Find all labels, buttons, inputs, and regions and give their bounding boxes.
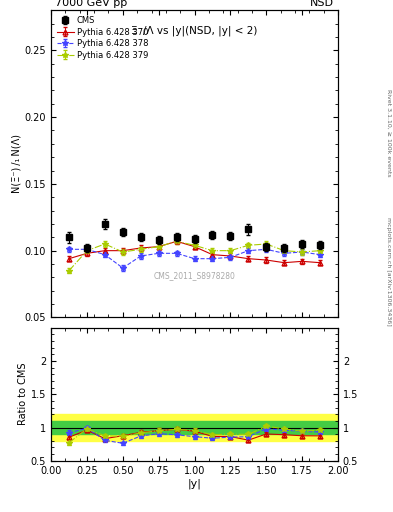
X-axis label: |y|: |y| bbox=[187, 478, 202, 489]
Text: NSD: NSD bbox=[310, 0, 334, 8]
Text: mcplots.cern.ch [arXiv:1306.3436]: mcplots.cern.ch [arXiv:1306.3436] bbox=[386, 217, 391, 326]
Y-axis label: Ratio to CMS: Ratio to CMS bbox=[18, 363, 28, 425]
Text: CMS_2011_S8978280: CMS_2011_S8978280 bbox=[154, 271, 235, 281]
Legend: CMS, Pythia 6.428 370, Pythia 6.428 378, Pythia 6.428 379: CMS, Pythia 6.428 370, Pythia 6.428 378,… bbox=[55, 14, 150, 61]
Text: Rivet 3.1.10, ≥ 100k events: Rivet 3.1.10, ≥ 100k events bbox=[386, 89, 391, 177]
Y-axis label: N(Ξ⁻) /₁ N(Λ): N(Ξ⁻) /₁ N(Λ) bbox=[12, 134, 22, 194]
Text: Ξ⁻/Λ vs |y|(NSD, |y| < 2): Ξ⁻/Λ vs |y|(NSD, |y| < 2) bbox=[131, 26, 258, 36]
Text: 7000 GeV pp: 7000 GeV pp bbox=[55, 0, 127, 8]
